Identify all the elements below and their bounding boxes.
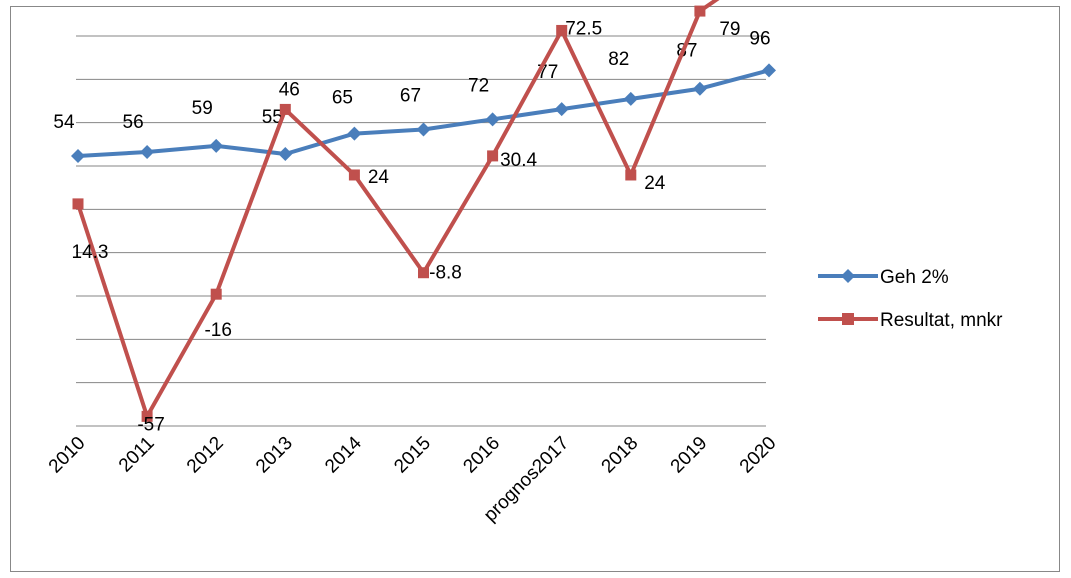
data-label: -16: [204, 320, 231, 341]
series-line: [76, 0, 720, 419]
data-label: 67: [400, 86, 421, 107]
data-point: [348, 169, 360, 181]
data-point: [418, 267, 429, 279]
data-label: 72.5: [565, 18, 602, 39]
x-tick-label: 2014: [321, 432, 366, 477]
data-point: [209, 138, 224, 153]
legend-label: Resultat, mnkr: [880, 310, 1003, 331]
data-point: [556, 24, 568, 36]
legend-marker: [841, 269, 855, 283]
data-label: 14.3: [72, 242, 109, 263]
x-tick-label: 2016: [459, 433, 504, 478]
data-point: [210, 288, 222, 300]
data-point: [692, 81, 707, 96]
data-point: [762, 63, 776, 78]
data-label: 24: [644, 173, 666, 194]
data-label: 56: [123, 112, 144, 133]
data-point: [487, 150, 499, 162]
data-label: 24: [368, 167, 390, 188]
data-point: [623, 91, 638, 106]
data-label: 55: [262, 107, 283, 128]
data-label: 65: [332, 88, 353, 109]
data-label: 30.4: [500, 150, 537, 171]
data-label: 82: [608, 49, 629, 70]
data-point: [141, 410, 153, 422]
x-tick-label: 2011: [115, 433, 159, 477]
chart-frame: [10, 6, 1060, 572]
x-tick-label: 2019: [667, 433, 712, 478]
data-point: [72, 198, 84, 210]
data-point: [625, 169, 637, 181]
series-line: [77, 68, 770, 159]
x-tick-label: 2020: [736, 433, 781, 478]
data-point: [694, 5, 706, 17]
data-label: 59: [192, 98, 213, 119]
legend-marker: [842, 313, 854, 325]
data-point: [416, 122, 431, 137]
x-tick-label: 2012: [183, 433, 228, 478]
data-point: [279, 103, 291, 115]
x-tick-label: 2010: [45, 433, 90, 478]
data-point: [140, 144, 155, 159]
x-tick-label: 2018: [598, 433, 643, 478]
x-tick-label: 2013: [252, 433, 297, 478]
x-tick-label: 2015: [390, 433, 435, 478]
data-point: [554, 102, 569, 117]
data-point: [347, 126, 362, 141]
data-label: -57: [137, 414, 164, 435]
data-label: 72: [468, 75, 489, 96]
legend-label: Geh 2%: [880, 267, 949, 288]
data-label: 96: [749, 28, 770, 49]
data-label: 46: [279, 79, 300, 100]
data-label: -8.8: [429, 263, 462, 284]
data-label: 54: [53, 112, 75, 133]
data-point: [71, 149, 85, 164]
data-point: [278, 147, 293, 161]
data-point: [485, 112, 500, 127]
data-label: 79: [719, 19, 740, 40]
